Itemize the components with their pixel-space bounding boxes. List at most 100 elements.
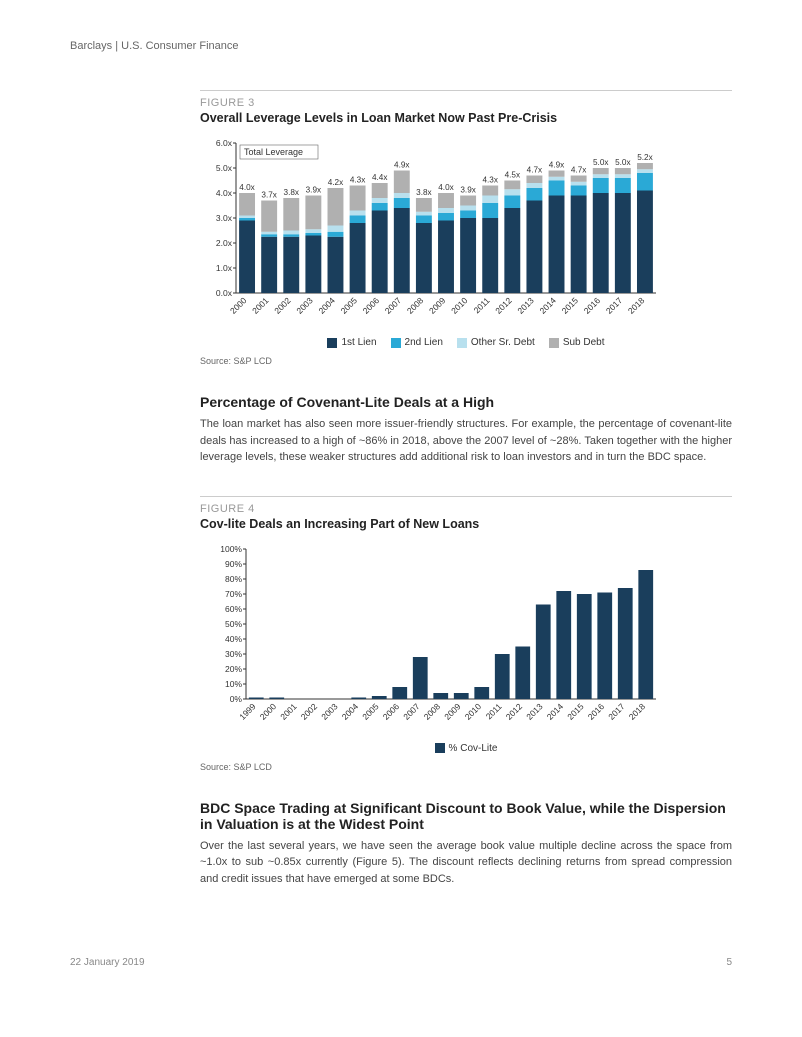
figure-4-title: Cov-lite Deals an Increasing Part of New… xyxy=(200,517,732,531)
svg-text:5.0x: 5.0x xyxy=(216,163,233,173)
covlite-body: The loan market has also seen more issue… xyxy=(200,416,732,466)
svg-text:4.3x: 4.3x xyxy=(350,176,365,185)
svg-text:2013: 2013 xyxy=(515,295,536,316)
svg-text:4.7x: 4.7x xyxy=(571,166,586,175)
legend-label: Other Sr. Debt xyxy=(471,337,535,348)
legend-swatch xyxy=(435,743,445,753)
svg-text:2007: 2007 xyxy=(383,295,404,316)
svg-text:4.0x: 4.0x xyxy=(239,183,254,192)
svg-text:4.5x: 4.5x xyxy=(505,171,520,180)
svg-text:4.0x: 4.0x xyxy=(438,183,453,192)
svg-text:60%: 60% xyxy=(225,604,242,614)
svg-text:2008: 2008 xyxy=(422,701,443,722)
figure-4-legend: % Cov-Lite xyxy=(200,743,732,754)
svg-text:5.0x: 5.0x xyxy=(615,158,630,167)
svg-text:2006: 2006 xyxy=(381,701,402,722)
svg-text:100%: 100% xyxy=(220,544,242,554)
svg-text:2003: 2003 xyxy=(294,295,315,316)
footer-date: 22 January 2019 xyxy=(70,957,145,968)
svg-text:4.4x: 4.4x xyxy=(372,173,387,182)
legend-swatch xyxy=(327,338,337,348)
svg-text:80%: 80% xyxy=(225,574,242,584)
svg-text:Total Leverage: Total Leverage xyxy=(244,147,303,157)
svg-text:90%: 90% xyxy=(225,559,242,569)
svg-text:1999: 1999 xyxy=(237,701,258,722)
svg-text:2002: 2002 xyxy=(299,701,320,722)
svg-text:2000: 2000 xyxy=(258,701,279,722)
svg-text:1.0x: 1.0x xyxy=(216,263,233,273)
svg-text:3.9x: 3.9x xyxy=(460,186,475,195)
svg-text:2005: 2005 xyxy=(339,295,360,316)
page: Barclays | U.S. Consumer Finance FIGURE … xyxy=(0,0,802,917)
svg-text:2011: 2011 xyxy=(484,701,504,721)
covlite-heading: Percentage of Covenant-Lite Deals at a H… xyxy=(200,394,732,410)
legend-item: % Cov-Lite xyxy=(435,743,498,754)
svg-text:0%: 0% xyxy=(230,694,243,704)
svg-text:5.0x: 5.0x xyxy=(593,158,608,167)
svg-text:2000: 2000 xyxy=(228,295,249,316)
svg-text:4.9x: 4.9x xyxy=(394,161,409,170)
svg-text:20%: 20% xyxy=(225,664,242,674)
figure-3-label: FIGURE 3 xyxy=(200,90,732,109)
figure-4-chart: 0%10%20%30%40%50%60%70%80%90%100%1999200… xyxy=(200,539,670,739)
svg-text:2011: 2011 xyxy=(472,295,492,315)
svg-text:4.7x: 4.7x xyxy=(527,166,542,175)
figure-3: FIGURE 3 Overall Leverage Levels in Loan… xyxy=(200,90,732,366)
svg-text:2015: 2015 xyxy=(565,701,586,722)
svg-text:3.0x: 3.0x xyxy=(216,213,233,223)
figure-4-label: FIGURE 4 xyxy=(200,496,732,515)
svg-text:2016: 2016 xyxy=(586,701,607,722)
svg-text:2007: 2007 xyxy=(401,701,422,722)
svg-text:3.8x: 3.8x xyxy=(284,188,299,197)
legend-swatch xyxy=(549,338,559,348)
svg-text:4.9x: 4.9x xyxy=(549,161,564,170)
svg-text:2004: 2004 xyxy=(340,701,361,722)
svg-text:2014: 2014 xyxy=(545,701,566,722)
svg-text:2.0x: 2.0x xyxy=(216,238,233,248)
legend-label: % Cov-Lite xyxy=(449,743,498,754)
content-area: FIGURE 3 Overall Leverage Levels in Loan… xyxy=(200,90,732,887)
svg-text:4.3x: 4.3x xyxy=(482,176,497,185)
bdc-heading: BDC Space Trading at Significant Discoun… xyxy=(200,800,732,832)
legend-label: 1st Lien xyxy=(341,337,376,348)
svg-text:0.0x: 0.0x xyxy=(216,288,233,298)
svg-text:2006: 2006 xyxy=(361,295,382,316)
svg-text:2001: 2001 xyxy=(278,701,299,722)
footer: 22 January 2019 5 xyxy=(0,957,802,988)
svg-text:2010: 2010 xyxy=(463,701,484,722)
svg-text:2012: 2012 xyxy=(493,295,514,316)
svg-text:2004: 2004 xyxy=(316,295,337,316)
svg-text:2009: 2009 xyxy=(427,295,448,316)
legend-item: Sub Debt xyxy=(549,337,605,348)
svg-text:50%: 50% xyxy=(225,619,242,629)
figure-4-source: Source: S&P LCD xyxy=(200,762,732,772)
svg-text:2003: 2003 xyxy=(319,701,340,722)
svg-text:2018: 2018 xyxy=(626,295,647,316)
legend-swatch xyxy=(391,338,401,348)
svg-text:10%: 10% xyxy=(225,679,242,689)
svg-text:2001: 2001 xyxy=(250,295,271,316)
svg-text:2016: 2016 xyxy=(582,295,603,316)
svg-text:2012: 2012 xyxy=(504,701,525,722)
svg-text:5.2x: 5.2x xyxy=(637,153,652,162)
figure-3-title: Overall Leverage Levels in Loan Market N… xyxy=(200,111,732,125)
svg-text:3.7x: 3.7x xyxy=(261,191,276,200)
figure-3-chart: 0.0x 1.0x 2.0x 3.0x 4.0x 5.0x 6.0x 4.0x 2000 3.7x… xyxy=(200,133,670,333)
legend-swatch xyxy=(457,338,467,348)
svg-text:40%: 40% xyxy=(225,634,242,644)
figure-3-source: Source: S&P LCD xyxy=(200,356,732,366)
figure-3-legend: 1st Lien 2nd Lien Other Sr. Debt Sub Debt xyxy=(200,337,732,348)
svg-text:4.0x: 4.0x xyxy=(216,188,233,198)
header-brand: Barclays | U.S. Consumer Finance xyxy=(70,40,732,60)
svg-text:2015: 2015 xyxy=(560,295,581,316)
legend-label: 2nd Lien xyxy=(405,337,443,348)
legend-item: 2nd Lien xyxy=(391,337,443,348)
svg-text:6.0x: 6.0x xyxy=(216,138,233,148)
svg-text:2018: 2018 xyxy=(627,701,648,722)
svg-text:2010: 2010 xyxy=(449,295,470,316)
svg-text:2017: 2017 xyxy=(604,295,625,316)
bdc-body: Over the last several years, we have see… xyxy=(200,838,732,888)
legend-item: 1st Lien xyxy=(327,337,376,348)
legend-label: Sub Debt xyxy=(563,337,605,348)
svg-text:70%: 70% xyxy=(225,589,242,599)
